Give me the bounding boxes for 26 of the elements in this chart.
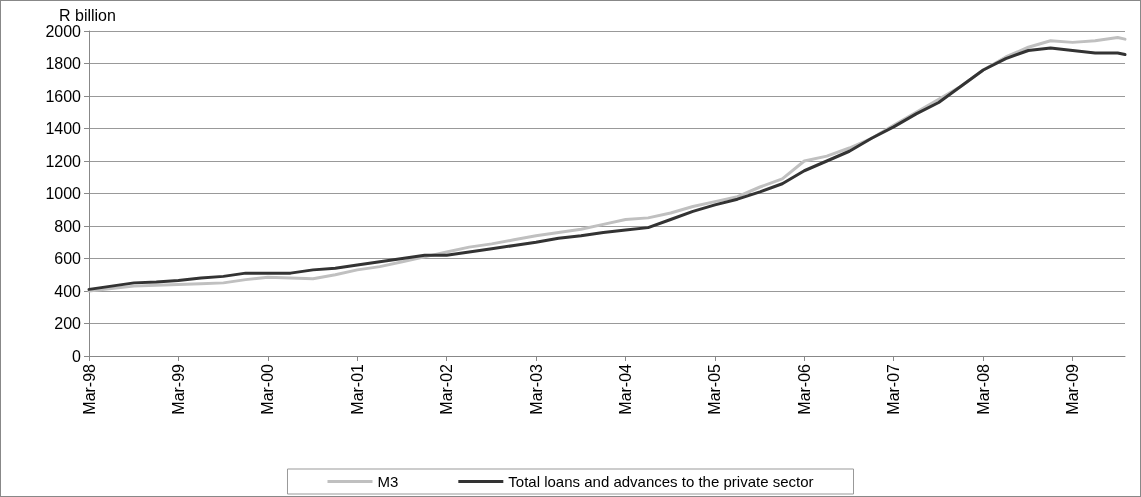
x-tick-label: Mar-04 [617, 363, 635, 415]
x-tick-label: Mar-08 [974, 363, 992, 415]
y-tick-label: 200 [54, 315, 82, 332]
x-tick-label: Mar-01 [348, 363, 366, 415]
y-tick-label: 1600 [45, 87, 82, 105]
x-tick-label: Mar-07 [885, 363, 903, 415]
x-tick-label: Mar-02 [438, 363, 456, 415]
x-tick-label: Mar-09 [1064, 363, 1082, 415]
y-tick-label: 0 [72, 347, 82, 365]
y-tick-label: 1200 [45, 152, 82, 170]
x-tick-label: Mar-03 [527, 363, 545, 415]
y-tick-label: 1400 [45, 120, 82, 137]
x-tick-label: Mar-05 [706, 363, 724, 415]
y-tick-label: 1000 [45, 185, 82, 202]
y-tick-label: 800 [54, 217, 82, 235]
y-tick-label: 600 [54, 250, 82, 267]
y-tick-label: 1800 [45, 55, 82, 72]
y-tick-label: 2000 [45, 22, 82, 40]
x-tick-label: Mar-06 [795, 363, 813, 415]
x-tick-label: Mar-99 [169, 363, 187, 415]
legend-label: Total loans and advances to the private sector [508, 473, 814, 490]
x-tick-label: Mar-00 [259, 363, 277, 415]
y-tick-label: 400 [54, 282, 82, 300]
legend-label: M3 [377, 473, 399, 490]
y-axis-title: R billion [59, 6, 116, 24]
x-tick-label: Mar-98 [80, 363, 98, 415]
